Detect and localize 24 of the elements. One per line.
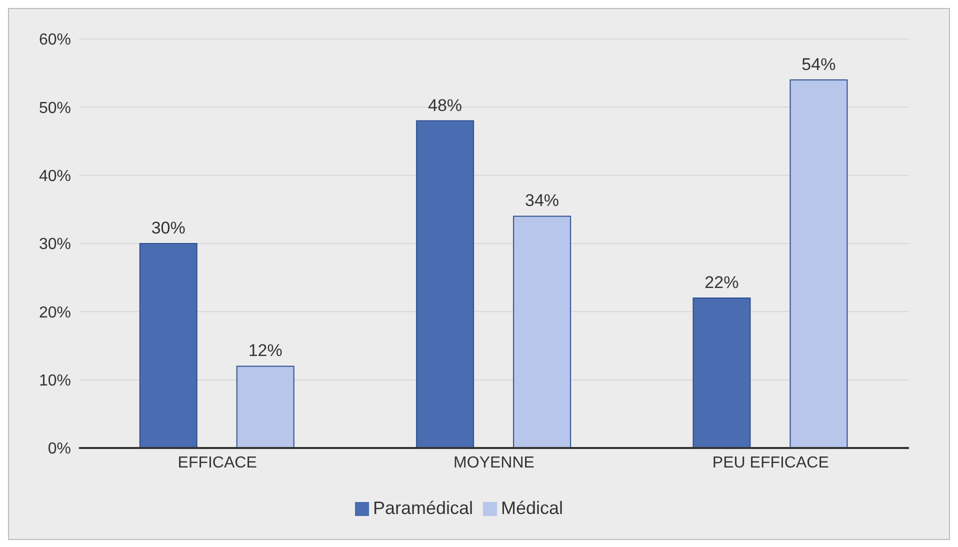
x-tick-label: EFFICACE [178,454,257,472]
y-tick-label: 50% [38,100,71,117]
bar [236,366,294,448]
legend-label: Paramédical [372,498,473,518]
data-label: 22% [704,273,739,292]
legend-label: Médical [501,498,564,518]
y-tick-label: 60% [38,32,71,49]
bar [416,120,474,448]
y-tick-label: 20% [38,304,71,322]
x-tick-label: PEU EFFICACE [712,454,829,472]
data-label: 30% [151,218,186,238]
y-tick-label: 30% [38,236,71,254]
y-tick-label: 0% [48,440,71,458]
x-tick-label: MOYENNE [454,454,534,472]
y-tick-label: 40% [38,168,71,186]
data-label: 12% [248,341,282,360]
bar [513,216,572,448]
bar [139,243,198,448]
data-label: 54% [802,54,836,74]
data-label: 48% [428,96,462,115]
y-tick-label: 10% [38,372,71,390]
data-label: 34% [525,191,560,210]
bar [790,79,848,448]
bar [692,298,751,448]
